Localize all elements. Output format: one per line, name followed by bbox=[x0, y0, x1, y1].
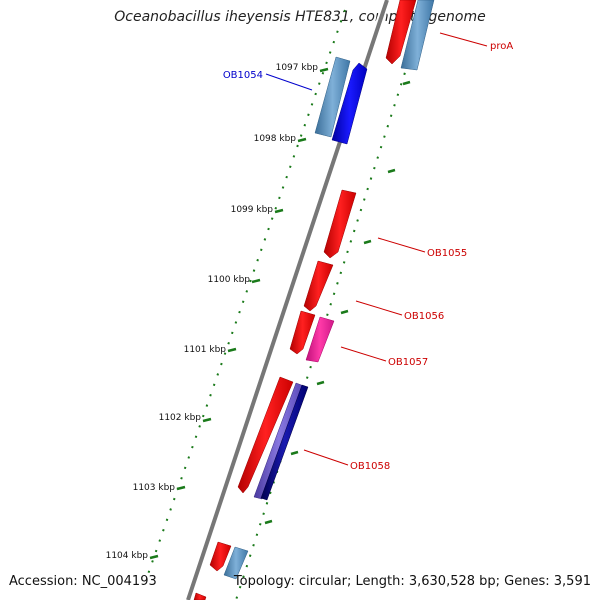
gene-label-OB1057[interactable]: OB1057 bbox=[388, 357, 428, 368]
tick-1100: 1100 kbp bbox=[208, 275, 261, 285]
gene-proA-steel[interactable] bbox=[400, 0, 435, 71]
tick-label: 1103 kbp bbox=[133, 483, 176, 493]
gene-OB1054[interactable] bbox=[331, 62, 368, 145]
tick-1101: 1101 kbp bbox=[184, 345, 237, 355]
gene-OB1058-red[interactable] bbox=[237, 376, 294, 494]
tick-label: 1099 kbp bbox=[231, 205, 274, 215]
gene-OB1056[interactable] bbox=[303, 260, 334, 312]
tick-1098: 1098 kbp bbox=[254, 134, 307, 144]
tick-1102: 1102 kbp bbox=[159, 413, 212, 423]
gene-label-proA[interactable]: proA bbox=[490, 41, 513, 52]
tick-label: 1101 kbp bbox=[184, 345, 227, 355]
outer-track-ticks bbox=[264, 80, 411, 525]
gene-label-OB1054[interactable]: OB1054 bbox=[223, 70, 263, 81]
gene-label-OB1055[interactable]: OB1055 bbox=[427, 248, 467, 259]
tick-label: 1098 kbp bbox=[254, 134, 297, 144]
gene-label-OB1056[interactable]: OB1056 bbox=[404, 311, 444, 322]
map-title: Oceanobacillus iheyensis HTE831, complet… bbox=[114, 9, 486, 25]
tick-label: 1104 kbp bbox=[106, 551, 149, 561]
gene-OB1057[interactable] bbox=[305, 316, 335, 363]
gene-proA-red[interactable] bbox=[385, 0, 417, 65]
tick-1099: 1099 kbp bbox=[231, 205, 284, 215]
gene-red-bottom-2[interactable] bbox=[193, 592, 207, 600]
gene-steel-bottom[interactable] bbox=[223, 546, 249, 580]
accession-text: Accession: NC_004193 bbox=[9, 574, 157, 589]
tick-1103: 1103 kbp bbox=[133, 483, 186, 493]
tick-label: 1100 kbp bbox=[208, 275, 251, 285]
tick-1104: 1104 kbp bbox=[106, 551, 159, 561]
tick-label: 1097 kbp bbox=[276, 63, 319, 73]
gene-red-small[interactable] bbox=[289, 310, 316, 355]
outer-dotted-track bbox=[235, 9, 426, 600]
gene-label-OB1058[interactable]: OB1058 bbox=[350, 461, 390, 472]
gene-steel-1[interactable] bbox=[314, 56, 351, 138]
inner-dotted-track bbox=[145, 9, 346, 581]
tick-1097: 1097 kbp bbox=[276, 63, 329, 73]
gene-OB1058-purple[interactable] bbox=[253, 382, 305, 500]
gene-OB1058[interactable] bbox=[260, 384, 309, 501]
tick-label: 1102 kbp bbox=[159, 413, 202, 423]
gene-OB1055[interactable] bbox=[323, 189, 357, 259]
gene-red-bottom-1[interactable] bbox=[209, 541, 232, 572]
leader-lines bbox=[265, 32, 488, 466]
genome-summary-text: Topology: circular; Length: 3,630,528 bp… bbox=[233, 574, 591, 589]
